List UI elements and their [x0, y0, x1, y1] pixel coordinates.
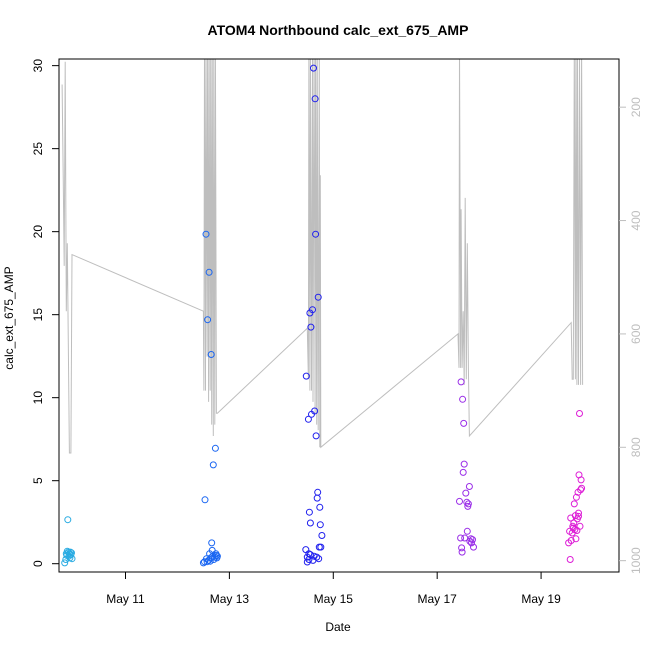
data-point	[576, 410, 583, 417]
data-point	[314, 488, 322, 496]
data-point	[205, 268, 213, 276]
data-point	[316, 521, 324, 529]
plot-frame	[58, 58, 620, 573]
x-tick-label: May 19	[521, 592, 561, 606]
data-point	[469, 536, 476, 544]
data-point	[201, 496, 209, 504]
data-point	[212, 551, 220, 559]
data-point	[468, 539, 475, 547]
right-axis: 200 400 600 800 1000	[619, 97, 643, 574]
data-point	[317, 543, 325, 551]
y-tick-label: 0	[31, 560, 45, 567]
data-point	[312, 230, 320, 238]
data-point	[306, 519, 314, 527]
data-point	[465, 483, 473, 490]
data-point	[316, 503, 324, 511]
data-point	[460, 460, 468, 468]
data-point	[458, 548, 466, 556]
data-point	[577, 486, 585, 494]
data-point	[578, 484, 586, 492]
data-point	[575, 509, 582, 517]
data-point	[311, 407, 319, 415]
x-tick-label: May 11	[106, 592, 145, 606]
data-point	[312, 432, 320, 440]
data-point	[209, 461, 217, 469]
data-point	[470, 543, 477, 551]
data-point	[457, 378, 465, 386]
data-point	[570, 519, 578, 527]
data-point	[208, 539, 216, 547]
data-point	[202, 230, 210, 238]
data-point	[307, 323, 315, 331]
grey-line-series	[61, 59, 584, 454]
data-point	[576, 522, 584, 530]
data-point	[64, 516, 72, 524]
data-point	[463, 498, 471, 506]
x-axis-label: Date	[325, 620, 351, 634]
data-point	[211, 444, 219, 452]
right-tick-label: 400	[629, 210, 643, 230]
data-point	[460, 419, 468, 427]
data-point	[462, 489, 470, 497]
data-point	[302, 546, 310, 554]
data-point	[566, 556, 574, 563]
data-point	[311, 95, 319, 103]
data-point	[318, 532, 326, 539]
data-point	[458, 544, 466, 552]
y-tick-label: 15	[31, 308, 45, 322]
data-point	[572, 493, 580, 501]
y-tick-label: 25	[31, 142, 45, 156]
data-point	[573, 527, 581, 534]
data-point	[203, 558, 211, 566]
right-tick-label: 600	[629, 324, 643, 344]
chart-title: ATOM4 Northbound calc_ext_675_AMP	[208, 22, 469, 38]
x-axis: May 11 May 13 May 15 May 17 May 19	[106, 572, 561, 606]
data-point	[213, 552, 221, 560]
data-point	[306, 551, 314, 559]
data-point	[314, 293, 322, 301]
data-point	[456, 497, 463, 505]
data-point	[309, 556, 317, 564]
data-point	[303, 558, 311, 566]
y-axis: 0 5 10 15 20 25 30	[31, 59, 59, 567]
data-point	[68, 555, 76, 563]
data-point	[572, 535, 580, 543]
right-tick-label: 1000	[629, 547, 643, 574]
y-tick-label: 5	[31, 477, 45, 484]
data-point	[66, 548, 74, 556]
data-point	[302, 372, 310, 380]
data-point	[309, 306, 316, 314]
data-point	[567, 537, 575, 544]
data-point	[459, 468, 467, 476]
data-point	[305, 550, 313, 558]
data-point	[313, 553, 321, 561]
data-point	[577, 476, 585, 484]
y-tick-label: 10	[31, 391, 45, 405]
data-point	[457, 534, 465, 542]
data-point	[464, 500, 472, 508]
x-tick-label: May 17	[418, 592, 458, 606]
y-tick-label: 30	[31, 59, 45, 73]
data-point	[575, 512, 582, 520]
data-point	[310, 64, 317, 72]
data-point	[313, 494, 321, 502]
data-point	[463, 527, 471, 535]
data-point	[305, 508, 313, 516]
data-point	[315, 555, 323, 563]
x-tick-label: May 13	[210, 592, 250, 606]
data-point	[207, 351, 215, 358]
scatter-points	[61, 64, 586, 567]
data-point	[61, 559, 69, 567]
y-axis-label: calc_ext_675_AMP	[2, 266, 16, 369]
data-point	[204, 316, 212, 324]
y-tick-label: 20	[31, 225, 45, 239]
x-tick-label: May 15	[314, 592, 354, 606]
data-point	[459, 395, 467, 403]
data-point	[570, 500, 578, 508]
grey-line	[61, 59, 584, 454]
right-tick-label: 200	[629, 97, 643, 117]
data-point	[304, 415, 312, 423]
right-tick-label: 800	[629, 437, 643, 457]
